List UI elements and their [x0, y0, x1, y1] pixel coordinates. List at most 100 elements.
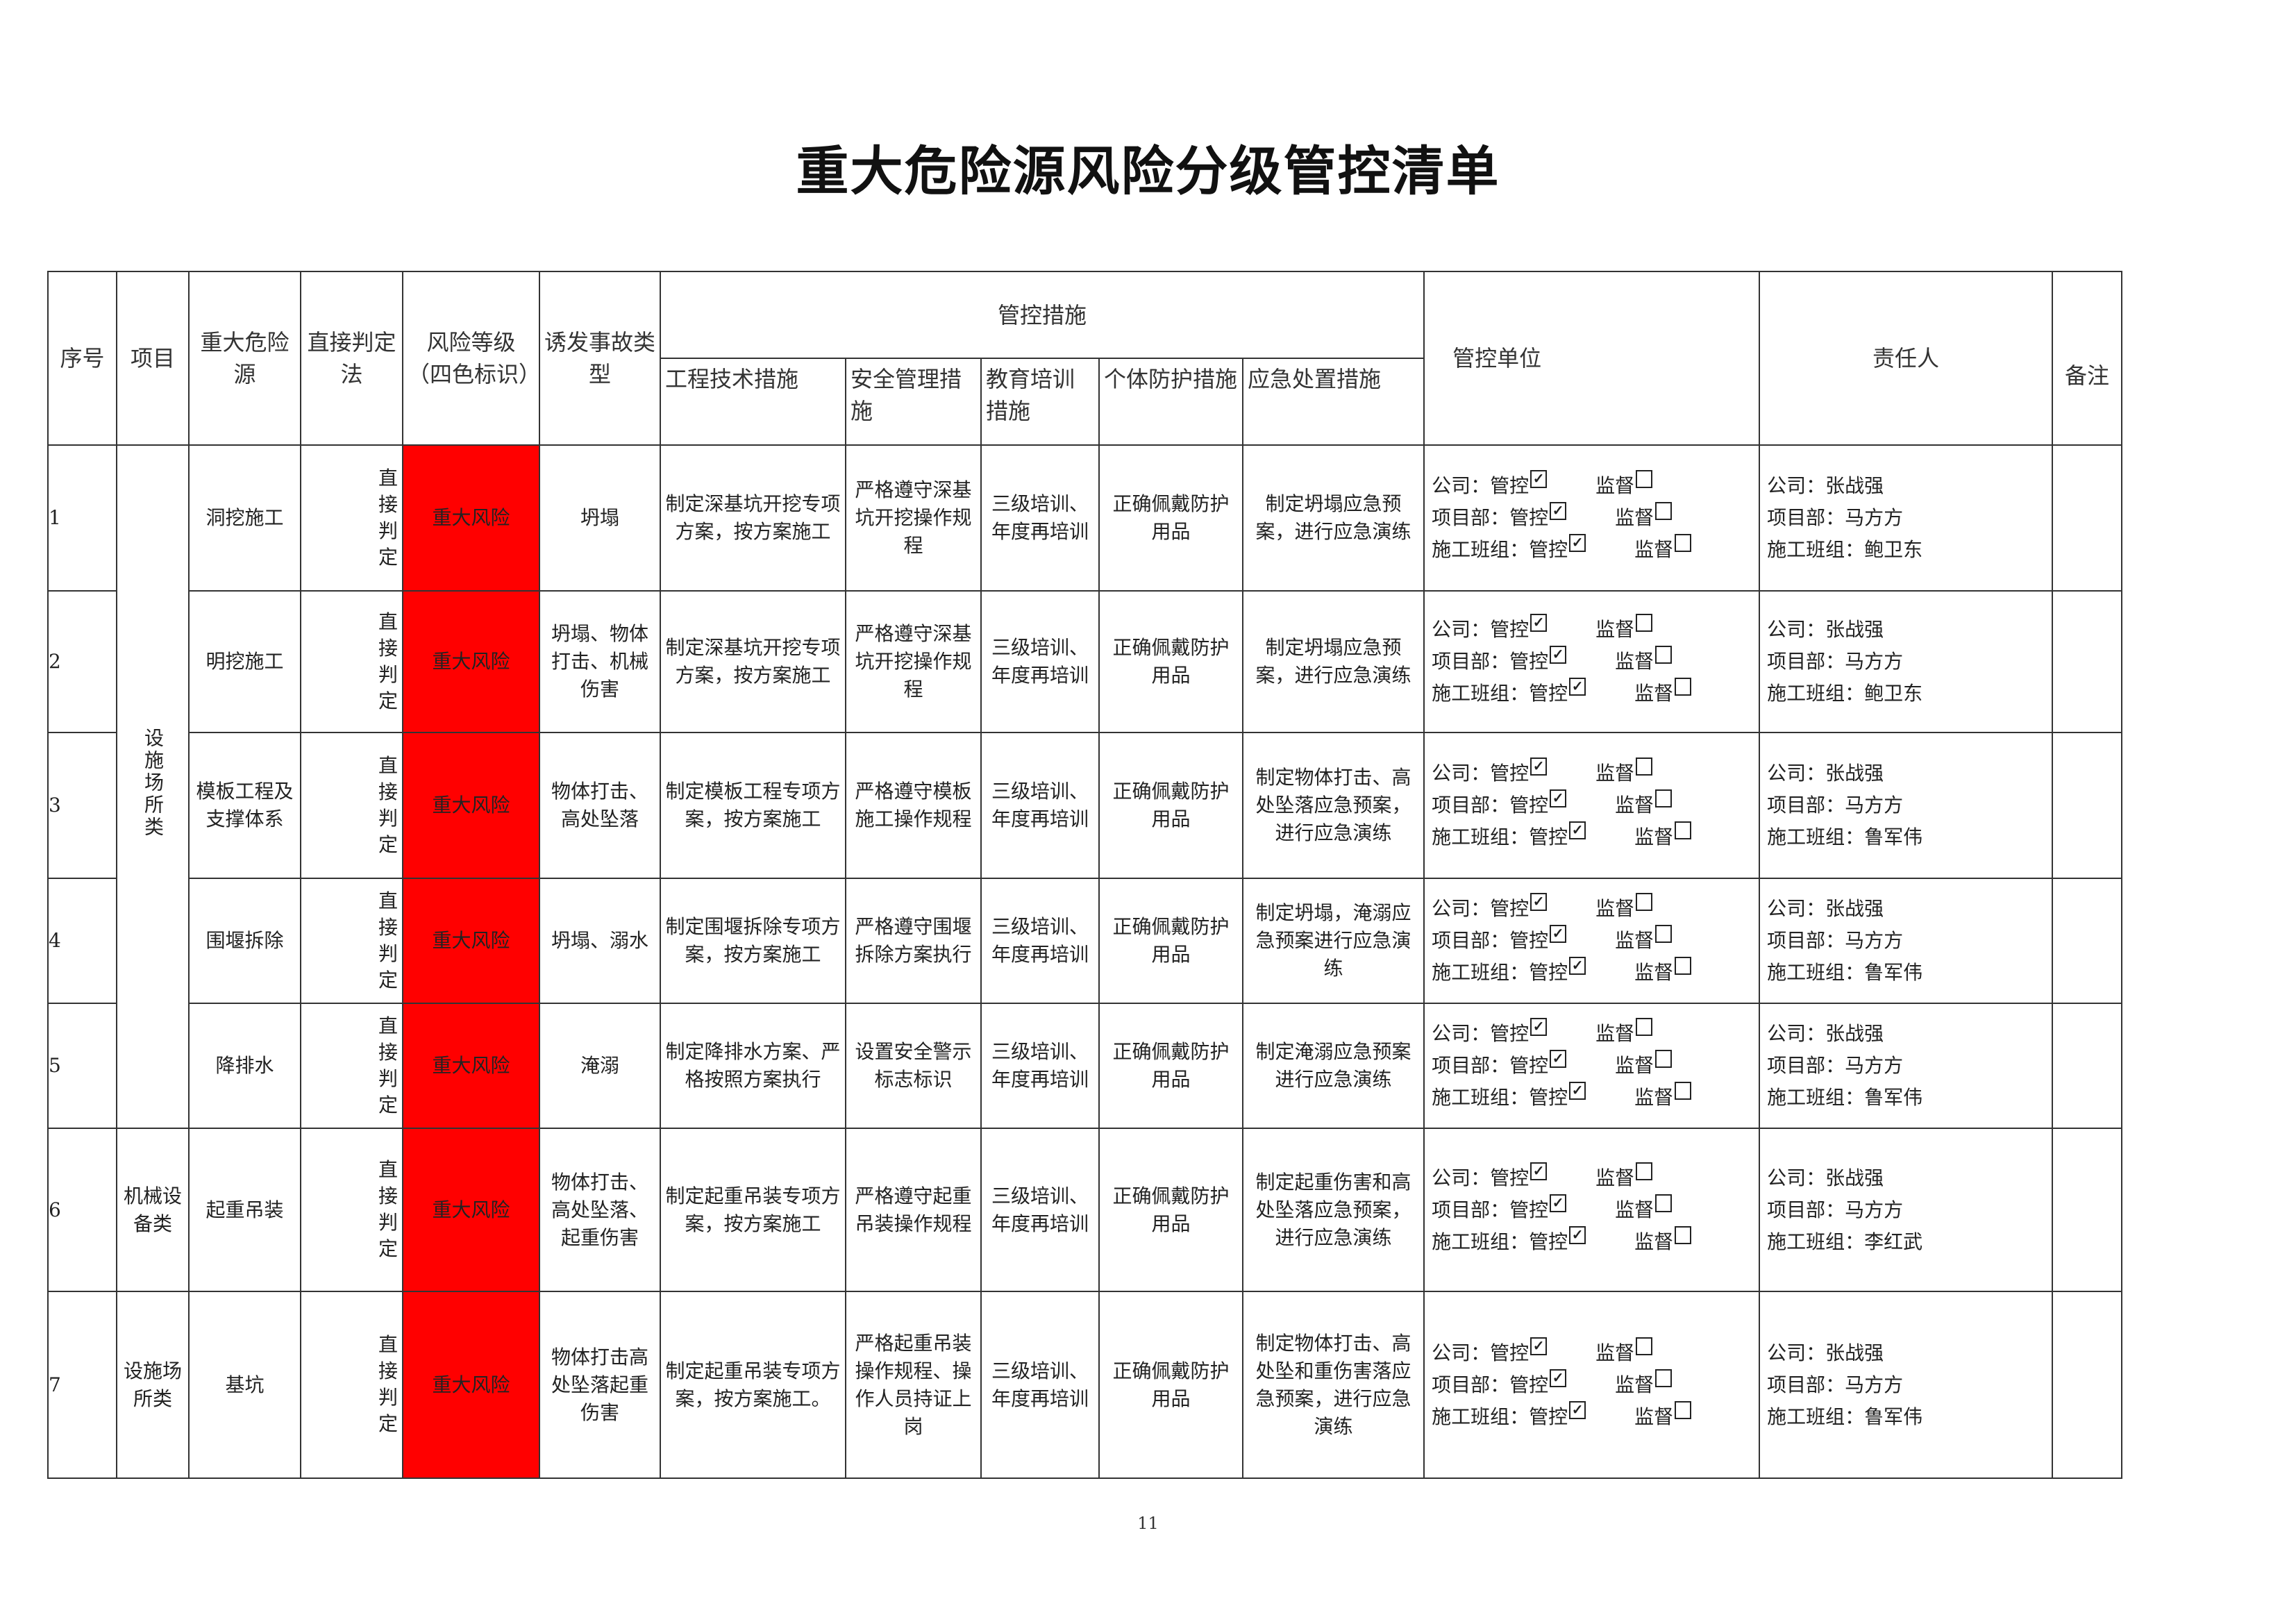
judge-cell: 直接判定: [300, 878, 403, 1004]
hazard-cell: 基坑: [188, 1291, 301, 1479]
control-checkbox[interactable]: [1550, 1050, 1567, 1068]
ppe-cell: 正确佩戴防护用品: [1098, 590, 1243, 733]
control-checkbox[interactable]: [1569, 534, 1586, 552]
control-checkbox[interactable]: [1550, 502, 1567, 520]
supervise-checkbox[interactable]: [1675, 821, 1692, 839]
risk-level-cell: 重大风险: [402, 1128, 540, 1292]
control-checkbox[interactable]: [1550, 646, 1567, 664]
supervise-checkbox[interactable]: [1636, 470, 1653, 488]
risk-level-cell: 重大风险: [402, 878, 540, 1004]
person-cell: 公司：张战强 项目部：马方方 施工班组：鲁军伟: [1759, 732, 2054, 879]
hazard-cell: 起重吊装: [188, 1128, 301, 1292]
supervise-checkbox[interactable]: [1655, 789, 1673, 807]
supervise-checkbox[interactable]: [1636, 893, 1653, 911]
supervise-checkbox[interactable]: [1675, 957, 1692, 975]
supervise-checkbox[interactable]: [1675, 1400, 1692, 1419]
control-checkbox[interactable]: [1530, 1162, 1548, 1180]
emergency-cell: 制定坍塌，淹溺应急预案进行应急演练: [1241, 878, 1425, 1004]
remark-cell: [2052, 1128, 2123, 1292]
supervise-checkbox[interactable]: [1655, 1050, 1673, 1068]
unit-team: 施工班组：管控监督: [1432, 1082, 1754, 1114]
control-checkbox[interactable]: [1569, 1225, 1586, 1244]
unit-project: 项目部：管控监督: [1432, 925, 1754, 957]
supervise-checkbox[interactable]: [1655, 1368, 1673, 1387]
header-project: 项目: [116, 271, 190, 446]
emergency-cell: 制定坍塌应急预案，进行应急演练: [1241, 444, 1425, 592]
risk-table: 序号 项目 重大危险源 直接判定法 风险等级（四色标识） 诱发事故类型 管控措施…: [47, 271, 2123, 1479]
seq-cell: 5: [47, 1003, 117, 1129]
supervise-checkbox[interactable]: [1636, 614, 1653, 632]
judge-cell: 直接判定: [300, 1291, 403, 1479]
ppe-cell: 正确佩戴防护用品: [1098, 1003, 1243, 1129]
unit-project: 项目部：管控监督: [1432, 789, 1754, 821]
ppe-cell: 正确佩戴防护用品: [1098, 732, 1243, 879]
supervise-checkbox[interactable]: [1675, 534, 1692, 552]
supervise-checkbox[interactable]: [1655, 502, 1673, 520]
supervise-checkbox[interactable]: [1675, 1225, 1692, 1244]
supervise-checkbox[interactable]: [1655, 925, 1673, 943]
header-person: 责任人: [1759, 271, 2054, 446]
supervise-checkbox[interactable]: [1636, 1162, 1653, 1180]
header-unit: 管控单位: [1423, 271, 1761, 446]
unit-cell: 公司：管控监督项目部：管控监督施工班组：管控监督: [1423, 1003, 1761, 1129]
supervise-checkbox[interactable]: [1655, 646, 1673, 664]
control-checkbox[interactable]: [1550, 925, 1567, 943]
seq-cell: 7: [47, 1291, 117, 1479]
person-cell: 公司：张战强 项目部：马方方 施工班组：鲁军伟: [1759, 1291, 2054, 1479]
unit-team: 施工班组：管控监督: [1432, 1225, 1754, 1258]
header-level: 风险等级（四色标识）: [402, 271, 540, 446]
control-checkbox[interactable]: [1569, 1400, 1586, 1419]
header-ppe: 个体防护措施: [1098, 358, 1243, 446]
control-checkbox[interactable]: [1530, 1018, 1548, 1036]
person-cell: 公司：张战强 项目部：马方方 施工班组：李红武: [1759, 1128, 2054, 1292]
supervise-checkbox[interactable]: [1636, 757, 1653, 776]
hazard-cell: 围堰拆除: [188, 878, 301, 1004]
judge-cell: 直接判定: [300, 1128, 403, 1292]
person-cell: 公司：张战强 项目部：马方方 施工班组：鲍卫东: [1759, 590, 2054, 733]
supervise-checkbox[interactable]: [1636, 1337, 1653, 1355]
training-cell: 三级培训、年度再培训: [980, 1128, 1100, 1292]
control-checkbox[interactable]: [1550, 1368, 1567, 1387]
page-title: 重大危险源风险分级管控清单: [796, 140, 1500, 202]
unit-company: 公司：管控监督: [1432, 1162, 1754, 1194]
safety-mgmt-cell: 设置安全警示标志标识: [845, 1003, 982, 1129]
unit-cell: 公司：管控监督项目部：管控监督施工班组：管控监督: [1423, 732, 1761, 879]
emergency-cell: 制定物体打击、高处坠和重伤害落应急预案，进行应急演练: [1241, 1291, 1425, 1479]
unit-cell: 公司：管控监督项目部：管控监督施工班组：管控监督: [1423, 590, 1761, 733]
supervise-checkbox[interactable]: [1675, 678, 1692, 696]
unit-company: 公司：管控监督: [1432, 470, 1754, 502]
unit-cell: 公司：管控监督项目部：管控监督施工班组：管控监督: [1423, 1128, 1761, 1292]
header-training: 教育培训措施: [980, 358, 1100, 446]
safety-mgmt-cell: 严格遵守起重吊装操作规程: [845, 1128, 982, 1292]
table-row: 6 机械设备类 起重吊装 直接判定 重大风险 物体打击、高处坠落、起重伤害 制定起重…: [47, 1128, 2123, 1292]
control-checkbox[interactable]: [1530, 893, 1548, 911]
training-cell: 三级培训、年度再培训: [980, 878, 1100, 1004]
project-cell: 设施场所类: [116, 444, 190, 1129]
seq-cell: 3: [47, 732, 117, 879]
unit-team: 施工班组：管控监督: [1432, 534, 1754, 566]
supervise-checkbox[interactable]: [1675, 1082, 1692, 1100]
control-checkbox[interactable]: [1550, 1194, 1567, 1212]
control-checkbox[interactable]: [1569, 821, 1586, 839]
table-row: 3 模板工程及支撑体系 直接判定 重大风险 物体打击、高处坠落 制定模板工程专项方…: [47, 732, 2123, 879]
control-checkbox[interactable]: [1569, 678, 1586, 696]
header-hazard: 重大危险源: [188, 271, 301, 446]
control-checkbox[interactable]: [1569, 1082, 1586, 1100]
emergency-cell: 制定起重伤害和高处坠落应急预案，进行应急演练: [1241, 1128, 1425, 1292]
unit-cell: 公司：管控监督项目部：管控监督施工班组：管控监督: [1423, 444, 1761, 592]
control-checkbox[interactable]: [1569, 957, 1586, 975]
engineering-cell: 制定深基坑开挖专项方案，按方案施工: [660, 444, 846, 592]
control-checkbox[interactable]: [1530, 757, 1548, 776]
ppe-cell: 正确佩戴防护用品: [1098, 444, 1243, 592]
control-checkbox[interactable]: [1530, 470, 1548, 488]
supervise-checkbox[interactable]: [1655, 1194, 1673, 1212]
safety-mgmt-cell: 严格起重吊装操作规程、操作人员持证上岗: [845, 1291, 982, 1479]
supervise-checkbox[interactable]: [1636, 1018, 1653, 1036]
unit-project: 项目部：管控监督: [1432, 646, 1754, 678]
control-checkbox[interactable]: [1530, 614, 1548, 632]
control-checkbox[interactable]: [1550, 789, 1567, 807]
safety-mgmt-cell: 严格遵守深基坑开挖操作规程: [845, 590, 982, 733]
person-cell: 公司：张战强 项目部：马方方 施工班组：鲁军伟: [1759, 878, 2054, 1004]
control-checkbox[interactable]: [1530, 1337, 1548, 1355]
hazard-cell: 洞挖施工: [188, 444, 301, 592]
